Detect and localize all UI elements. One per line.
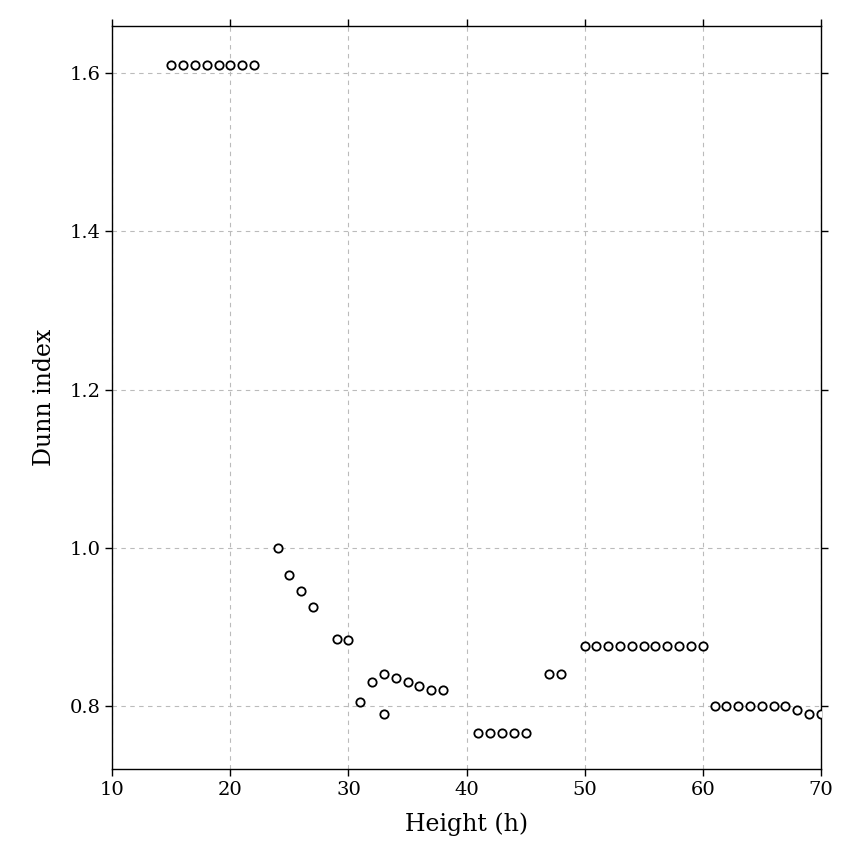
Point: [424, 683, 438, 697]
Point: [613, 639, 627, 653]
Point: [412, 679, 426, 693]
Point: [625, 639, 638, 653]
Point: [696, 639, 709, 653]
Point: [341, 633, 355, 647]
Point: [660, 639, 674, 653]
Point: [766, 699, 780, 713]
Point: [401, 675, 415, 689]
X-axis label: Height (h): Height (h): [405, 813, 528, 836]
Point: [708, 699, 721, 713]
Point: [235, 59, 249, 73]
Point: [472, 727, 486, 740]
Point: [684, 639, 698, 653]
Point: [814, 707, 828, 721]
Point: [377, 667, 391, 681]
Point: [247, 59, 261, 73]
Point: [802, 707, 816, 721]
Point: [330, 632, 344, 645]
Point: [791, 702, 804, 716]
Point: [200, 59, 213, 73]
Point: [743, 699, 757, 713]
Point: [720, 699, 734, 713]
Point: [377, 707, 391, 721]
Point: [601, 639, 615, 653]
Point: [507, 727, 521, 740]
Point: [295, 584, 308, 598]
Point: [483, 727, 497, 740]
Point: [649, 639, 663, 653]
Point: [578, 639, 592, 653]
Point: [589, 639, 603, 653]
Y-axis label: Dunn index: Dunn index: [33, 329, 55, 466]
Point: [176, 59, 190, 73]
Point: [224, 59, 238, 73]
Point: [518, 727, 532, 740]
Point: [365, 675, 379, 689]
Point: [270, 541, 284, 555]
Point: [778, 699, 792, 713]
Point: [188, 59, 202, 73]
Point: [637, 639, 651, 653]
Point: [672, 639, 686, 653]
Point: [306, 600, 320, 613]
Point: [164, 59, 178, 73]
Point: [755, 699, 769, 713]
Point: [731, 699, 745, 713]
Point: [436, 683, 450, 697]
Point: [212, 59, 226, 73]
Point: [353, 695, 367, 708]
Point: [389, 671, 403, 685]
Point: [543, 667, 556, 681]
Point: [495, 727, 509, 740]
Point: [283, 569, 296, 582]
Point: [554, 667, 568, 681]
